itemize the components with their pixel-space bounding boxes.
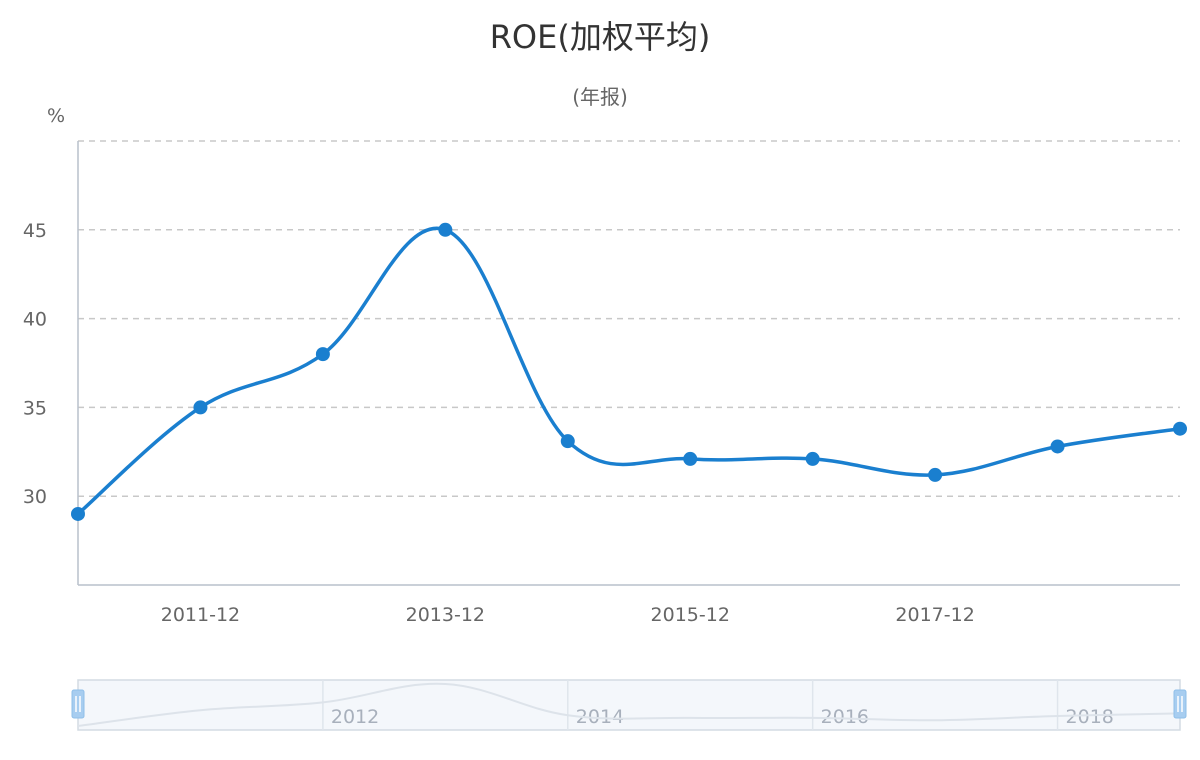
y-axis-unit: % [47,105,65,127]
x-axis-ticks: 2011-12 2013-12 2015-12 2017-12 [161,604,975,626]
chart-subtitle: (年报) [572,85,628,109]
data-zoom-label: 2012 [331,706,379,728]
y-axis-ticks: 30 35 40 45 [23,220,47,508]
data-point[interactable] [1050,439,1065,454]
data-zoom-handle-left[interactable] [71,689,85,719]
chart-title: ROE(加权平均) [490,18,711,56]
x-tick-label: 2015-12 [651,604,730,626]
y-tick-label: 40 [23,309,47,331]
handle-body[interactable] [1173,689,1187,719]
data-zoom-slider[interactable]: 2012 2014 2016 2018 [71,679,1187,731]
data-point[interactable] [560,434,575,449]
data-zoom-label: 2018 [1066,706,1114,728]
grid-lines [78,140,1180,497]
data-zoom-background [77,679,1181,731]
data-zoom-preview-line [77,682,1181,727]
axes [77,141,1180,586]
series-line [76,226,1181,516]
data-zoom-label: 2014 [576,706,624,728]
data-point[interactable] [1173,421,1187,436]
y-tick-label: 35 [23,397,47,419]
data-point[interactable] [683,451,698,466]
y-tick-label: 45 [23,220,47,242]
data-point[interactable] [928,467,943,482]
x-tick-label: 2011-12 [161,604,240,626]
data-point[interactable] [315,347,330,362]
data-point[interactable] [193,400,208,415]
data-point[interactable] [71,506,85,521]
x-tick-label: 2017-12 [895,604,974,626]
data-point[interactable] [805,451,820,466]
x-tick-label: 2013-12 [406,604,485,626]
data-zoom-handle-right[interactable] [1173,689,1187,719]
data-point[interactable] [438,222,453,237]
series-roe [71,222,1187,521]
y-tick-label: 30 [23,486,47,508]
data-zoom-label: 2016 [821,706,869,728]
handle-body[interactable] [71,689,85,719]
